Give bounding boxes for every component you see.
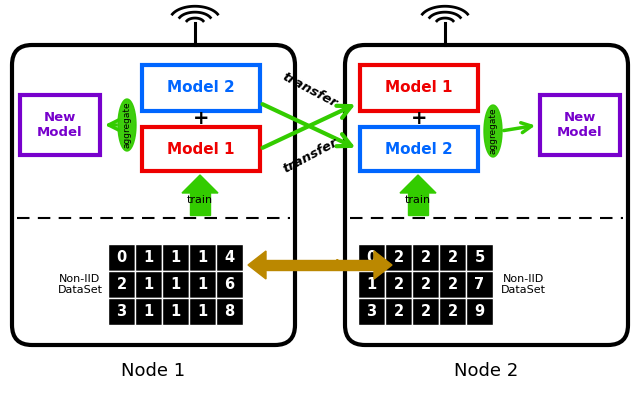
Bar <box>216 271 243 298</box>
Bar <box>439 271 466 298</box>
Text: 4: 4 <box>225 250 235 265</box>
Text: transfer: transfer <box>280 70 340 110</box>
Polygon shape <box>374 251 392 279</box>
Bar <box>190 193 210 215</box>
Bar <box>385 244 412 271</box>
Text: 3: 3 <box>116 304 127 319</box>
Bar <box>189 298 216 325</box>
Polygon shape <box>400 175 436 193</box>
Text: +: + <box>193 110 209 129</box>
Text: 1: 1 <box>366 277 376 292</box>
Text: 2: 2 <box>394 250 404 265</box>
Bar <box>135 298 162 325</box>
Text: 2: 2 <box>420 277 431 292</box>
Text: Non-IID
DataSet: Non-IID DataSet <box>58 274 102 295</box>
Text: 2: 2 <box>394 277 404 292</box>
Bar <box>189 244 216 271</box>
Bar <box>360 127 478 171</box>
Polygon shape <box>484 105 502 157</box>
Text: 7: 7 <box>474 277 484 292</box>
Bar <box>358 298 385 325</box>
Text: 2: 2 <box>420 250 431 265</box>
Bar <box>142 65 260 111</box>
Text: 2: 2 <box>447 277 458 292</box>
Bar <box>466 244 493 271</box>
Bar <box>162 298 189 325</box>
Bar <box>216 298 243 325</box>
Text: +: + <box>411 110 428 129</box>
Bar <box>466 271 493 298</box>
Text: 0: 0 <box>116 250 127 265</box>
Text: 0: 0 <box>366 250 376 265</box>
Bar <box>108 244 135 271</box>
Bar <box>358 244 385 271</box>
Bar <box>216 244 243 271</box>
Text: encounter: encounter <box>284 259 356 272</box>
Text: 1: 1 <box>197 250 207 265</box>
Bar <box>385 271 412 298</box>
Bar <box>439 244 466 271</box>
Bar <box>162 244 189 271</box>
Text: 1: 1 <box>143 304 154 319</box>
Bar <box>358 271 385 298</box>
Bar <box>108 271 135 298</box>
Text: Model 2: Model 2 <box>167 81 235 95</box>
Text: 2: 2 <box>447 304 458 319</box>
Text: 1: 1 <box>143 277 154 292</box>
Bar <box>142 127 260 171</box>
Bar <box>20 95 100 155</box>
Bar <box>360 65 478 111</box>
Text: train: train <box>405 195 431 205</box>
Bar <box>412 244 439 271</box>
Text: 9: 9 <box>474 304 484 319</box>
Bar <box>266 260 374 270</box>
FancyBboxPatch shape <box>345 45 628 345</box>
Text: Model 1: Model 1 <box>385 81 452 95</box>
Polygon shape <box>118 99 136 151</box>
Text: 1: 1 <box>143 250 154 265</box>
Text: 2: 2 <box>420 304 431 319</box>
Text: New
Model: New Model <box>37 111 83 139</box>
FancyBboxPatch shape <box>12 45 295 345</box>
Text: transfer: transfer <box>280 136 340 176</box>
Bar <box>108 298 135 325</box>
Text: 1: 1 <box>170 277 180 292</box>
Bar <box>412 298 439 325</box>
Polygon shape <box>182 175 218 193</box>
Text: 1: 1 <box>170 250 180 265</box>
Bar <box>540 95 620 155</box>
Text: Node 2: Node 2 <box>454 362 518 380</box>
Bar <box>466 298 493 325</box>
Text: train: train <box>187 195 213 205</box>
Bar <box>162 271 189 298</box>
Text: Non-IID
DataSet: Non-IID DataSet <box>500 274 545 295</box>
Bar <box>385 298 412 325</box>
Text: 2: 2 <box>394 304 404 319</box>
Text: 6: 6 <box>225 277 235 292</box>
Text: Node 1: Node 1 <box>122 362 186 380</box>
Text: 3: 3 <box>367 304 376 319</box>
Text: New
Model: New Model <box>557 111 603 139</box>
Bar <box>189 271 216 298</box>
Bar <box>408 193 428 215</box>
Text: 2: 2 <box>447 250 458 265</box>
Text: aggregate: aggregate <box>488 108 497 154</box>
Text: 8: 8 <box>225 304 235 319</box>
Bar <box>439 298 466 325</box>
Text: aggregate: aggregate <box>122 102 131 148</box>
Text: Model 1: Model 1 <box>167 141 235 156</box>
Polygon shape <box>248 251 266 279</box>
Bar <box>135 271 162 298</box>
Text: 2: 2 <box>116 277 127 292</box>
Bar <box>412 271 439 298</box>
Text: 1: 1 <box>197 277 207 292</box>
Bar <box>135 244 162 271</box>
Text: 5: 5 <box>474 250 484 265</box>
Text: 1: 1 <box>170 304 180 319</box>
Text: 1: 1 <box>197 304 207 319</box>
Text: Model 2: Model 2 <box>385 141 453 156</box>
